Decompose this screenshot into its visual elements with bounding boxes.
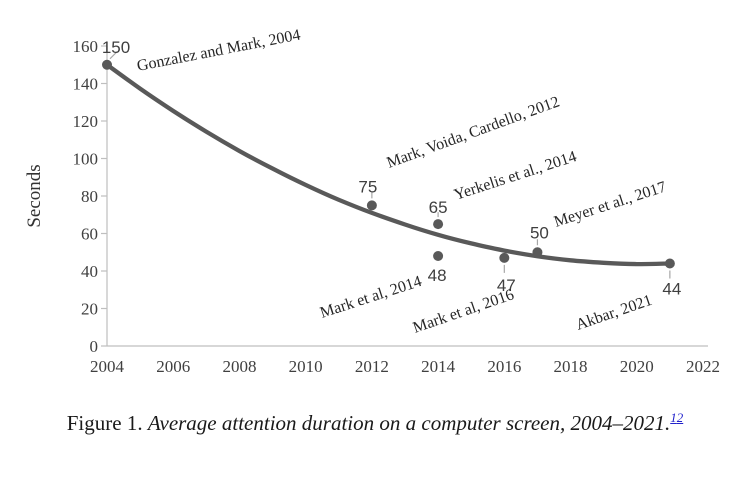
study-annotation: Akbar, 2021 bbox=[574, 292, 655, 334]
data-point bbox=[102, 59, 112, 70]
y-axis-title: Seconds bbox=[24, 164, 45, 227]
y-tick-label: 120 bbox=[73, 112, 99, 131]
data-point-value-label: 47 bbox=[497, 276, 516, 295]
attention-duration-chart: 0 20 40 60 80 100 120 140 160 2004 2006 2008 2010 201… bbox=[24, 27, 720, 376]
data-point-value-label: 65 bbox=[429, 198, 448, 217]
y-tick-label: 80 bbox=[81, 187, 98, 206]
data-point-value-label: 50 bbox=[530, 223, 549, 242]
x-tick-label: 2004 bbox=[90, 357, 125, 376]
figure-caption: Figure 1. Average attention duration on … bbox=[55, 410, 695, 438]
x-tick-label: 2020 bbox=[620, 357, 654, 376]
data-point bbox=[433, 251, 444, 261]
y-tick-label: 20 bbox=[81, 300, 98, 319]
x-tick-label: 2012 bbox=[355, 357, 389, 376]
study-annotation: Gonzalez and Mark, 2004 bbox=[136, 27, 302, 75]
data-point bbox=[366, 200, 377, 211]
data-point-value-label: 44 bbox=[662, 280, 681, 299]
data-point bbox=[499, 252, 510, 263]
y-tick-label: 60 bbox=[81, 225, 98, 244]
x-tick-label: 2016 bbox=[487, 357, 521, 376]
trendline bbox=[104, 62, 673, 267]
data-point bbox=[433, 219, 444, 230]
data-point-value-label: 48 bbox=[428, 266, 447, 285]
x-tick-label: 2006 bbox=[156, 357, 190, 376]
y-tick-label: 160 bbox=[73, 37, 99, 56]
y-tick-label: 100 bbox=[73, 150, 99, 169]
study-annotation: Mark et al, 2016 bbox=[411, 286, 517, 337]
data-point-value-label: 75 bbox=[358, 177, 377, 196]
x-tick-label: 2008 bbox=[222, 357, 256, 376]
footnote-link-2[interactable]: 2 bbox=[676, 410, 684, 425]
caption-figure-number: Figure 1. bbox=[66, 411, 143, 435]
footnote-link-1[interactable]: 1 bbox=[670, 410, 677, 425]
y-tick-label: 0 bbox=[90, 337, 99, 356]
caption-title: Average attention duration on a computer… bbox=[147, 411, 671, 435]
x-tick-label: 2010 bbox=[289, 357, 323, 376]
footnote-refs: 12 bbox=[670, 410, 683, 425]
x-tick-label: 2022 bbox=[686, 357, 720, 376]
x-tick-label: 2014 bbox=[421, 357, 456, 376]
data-point-value-label: 150 bbox=[102, 38, 130, 57]
data-point bbox=[664, 258, 675, 269]
study-annotation: Mark et al, 2014 bbox=[318, 273, 424, 322]
figure: 0 20 40 60 80 100 120 140 160 2004 2006 2008 2010 201… bbox=[24, 27, 720, 438]
label-leader-line bbox=[109, 51, 118, 60]
study-annotation: Meyer et al., 2017 bbox=[552, 179, 668, 231]
data-point bbox=[532, 247, 543, 258]
x-tick-label: 2018 bbox=[554, 357, 588, 376]
y-tick-label: 40 bbox=[81, 262, 98, 281]
y-tick-label: 140 bbox=[73, 75, 99, 94]
study-annotation: Yerkelis et al., 2014 bbox=[452, 148, 579, 204]
